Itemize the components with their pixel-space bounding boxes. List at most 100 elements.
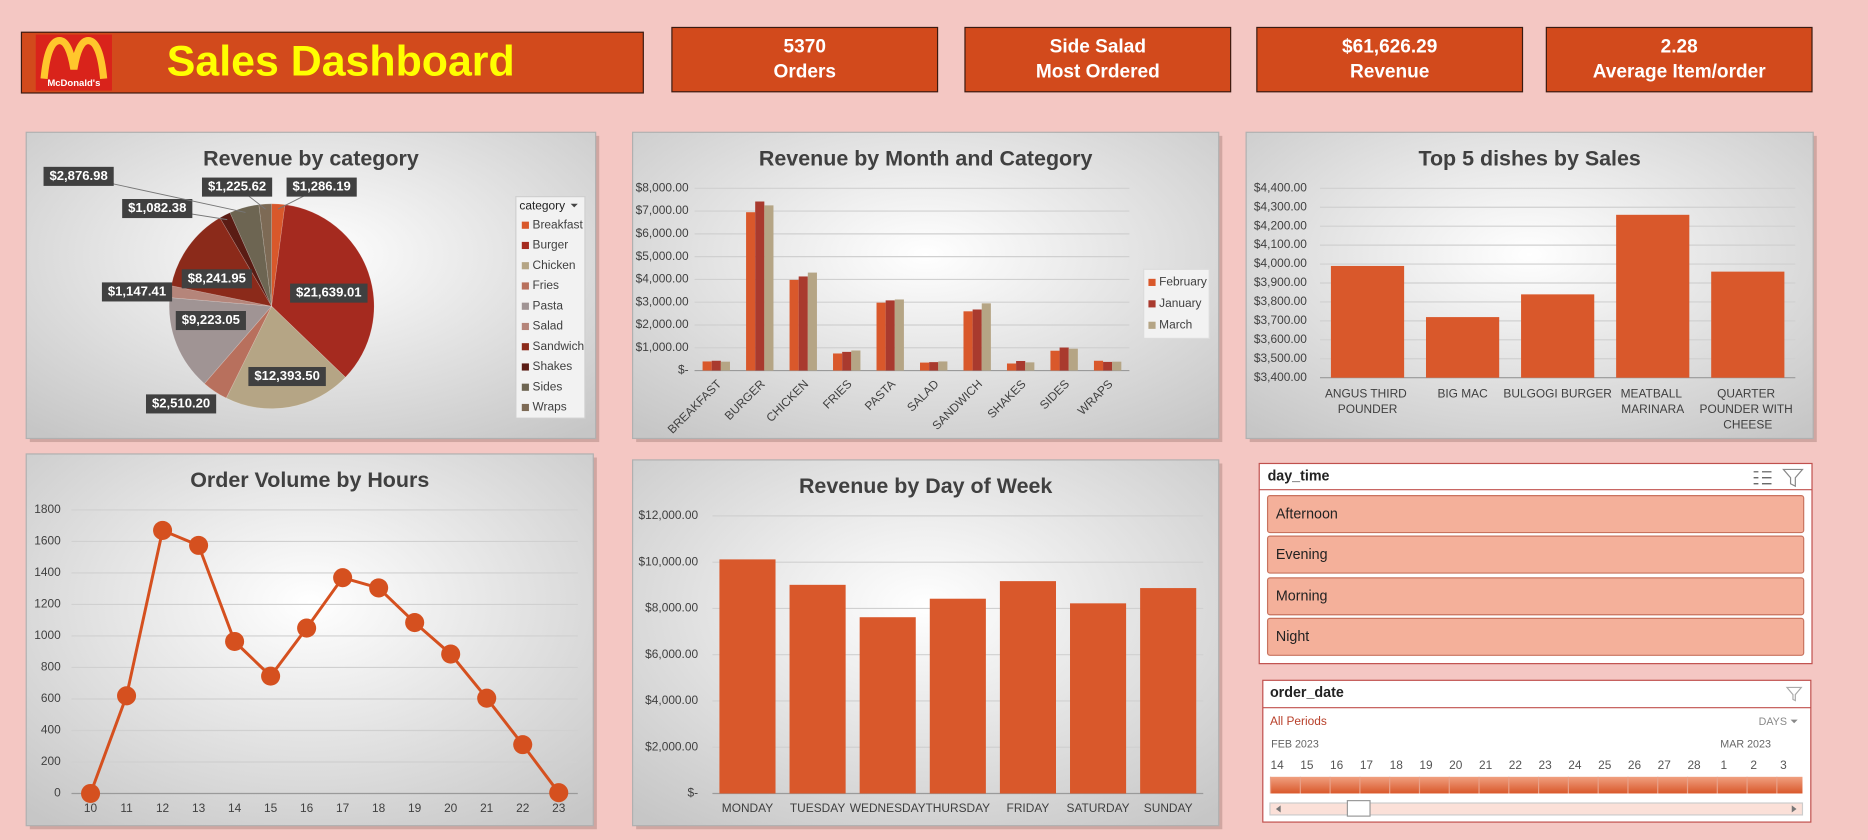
data-label: $1,286.19 <box>293 179 351 194</box>
kpi-label: Most Ordered <box>1036 62 1160 83</box>
bar <box>711 360 721 371</box>
timeline-period[interactable]: All Periods <box>1270 714 1327 728</box>
slicer-item-label: Morning <box>1276 589 1328 605</box>
timeline-scrollbar[interactable] <box>1269 802 1804 816</box>
y-tick-label: $- <box>688 786 699 800</box>
x-tick-label: SUNDAY <box>1144 801 1193 815</box>
y-tick-label: 1200 <box>34 597 61 611</box>
line-point <box>225 631 245 652</box>
bar <box>746 212 756 371</box>
x-tick-label: 13 <box>192 801 206 815</box>
bar <box>1711 271 1785 378</box>
line-point <box>81 783 101 804</box>
kpi-box <box>671 26 939 93</box>
data-label: $12,393.50 <box>254 368 320 383</box>
timeline-title: order_date <box>1270 685 1344 701</box>
timeline-day: 14 <box>1270 758 1284 772</box>
y-tick-label: $8,000.00 <box>645 601 698 615</box>
chart-title: Order Volume by Hours <box>190 468 429 492</box>
line-point <box>189 535 209 555</box>
timeline-month: MAR 2023 <box>1720 738 1771 750</box>
y-tick-label: $7,000.00 <box>636 203 689 217</box>
y-tick-label: $1,000.00 <box>636 340 689 354</box>
data-label: $1,147.41 <box>108 283 166 298</box>
legend-swatch <box>521 221 529 229</box>
bar <box>929 362 939 371</box>
bar <box>1103 361 1113 371</box>
bar <box>981 303 991 371</box>
slicer-item[interactable] <box>1266 535 1805 574</box>
timeline-day: 17 <box>1360 758 1374 772</box>
legend-label: Pasta <box>533 298 564 312</box>
data-label-box <box>175 310 246 331</box>
data-label-box <box>122 199 193 219</box>
header-box <box>20 31 644 94</box>
timeline-unit-arrow[interactable] <box>1790 719 1798 724</box>
kpi-box <box>1256 26 1524 93</box>
x-tick-label: 10 <box>84 801 98 815</box>
clear-filter-icon[interactable] <box>1785 686 1803 702</box>
legend-label: Wraps <box>533 400 567 414</box>
slicer-item[interactable] <box>1266 577 1805 616</box>
bar <box>920 362 930 371</box>
line-point <box>441 644 461 664</box>
pie-slice <box>219 212 272 307</box>
timeline-day: 27 <box>1658 758 1672 772</box>
timeline-day: 2 <box>1750 758 1757 772</box>
clear-filter-icon[interactable] <box>1782 468 1804 488</box>
timeline-bar[interactable] <box>1269 776 1803 794</box>
pie-slice <box>229 204 272 307</box>
y-tick-label: $3,600.00 <box>1254 332 1307 346</box>
timeline-day: 23 <box>1539 758 1553 772</box>
timeline-day: 3 <box>1780 758 1787 772</box>
x-tick-label: 20 <box>444 801 458 815</box>
slicer-item[interactable] <box>1266 495 1805 534</box>
kpi-value: 5370 <box>784 37 826 58</box>
scroll-thumb[interactable] <box>1346 800 1371 817</box>
legend-label: March <box>1159 317 1192 331</box>
timeline-day: 28 <box>1687 758 1701 772</box>
data-label: $21,639.01 <box>296 285 362 300</box>
bar <box>1016 360 1026 371</box>
pie-slice <box>204 306 272 399</box>
y-tick-label: 1400 <box>34 565 61 579</box>
legend-label: Burger <box>533 238 569 252</box>
kpi-label: Orders <box>774 62 836 83</box>
x-tick-label: 16 <box>300 801 314 815</box>
bar <box>1025 362 1035 371</box>
y-tick-label: 1800 <box>34 502 61 516</box>
data-label: $9,223.05 <box>182 312 240 327</box>
legend-label: February <box>1159 275 1207 289</box>
bar <box>789 584 846 794</box>
kpi-value: Side Salad <box>1050 37 1146 58</box>
slicer-item[interactable] <box>1266 617 1805 656</box>
legend-swatch <box>1148 278 1156 286</box>
kpi-value: 2.28 <box>1661 37 1698 58</box>
bar <box>938 361 948 371</box>
data-label: $2,876.98 <box>49 168 107 183</box>
legend-label: Sides <box>533 379 563 393</box>
x-tick-label: 23 <box>552 801 566 815</box>
bar <box>755 201 765 371</box>
x-tick-label: 15 <box>264 801 278 815</box>
y-tick-label: $6,000.00 <box>645 647 698 661</box>
y-tick-label: $- <box>678 363 689 377</box>
line-point <box>261 666 281 686</box>
x-tick-label: BULGOGI BURGER <box>1503 387 1612 401</box>
legend-swatch <box>521 282 529 290</box>
multi-select-icon[interactable] <box>1753 471 1772 485</box>
timeline-panel <box>1262 679 1812 823</box>
y-tick-label: 400 <box>41 723 61 737</box>
data-label: $8,241.95 <box>188 270 246 285</box>
kpi-label: Average Item/order <box>1593 62 1766 83</box>
bar <box>876 302 886 371</box>
y-tick-label: $4,000.00 <box>1254 256 1307 270</box>
x-tick-label: 17 <box>336 801 350 815</box>
bar <box>720 361 730 371</box>
line-point <box>477 688 497 708</box>
slicer-item-label: Night <box>1276 629 1309 645</box>
timeline-unit[interactable]: DAYS <box>1759 716 1787 728</box>
legend-title: category <box>519 198 565 212</box>
kpi-box <box>964 26 1232 93</box>
bar <box>859 617 916 794</box>
